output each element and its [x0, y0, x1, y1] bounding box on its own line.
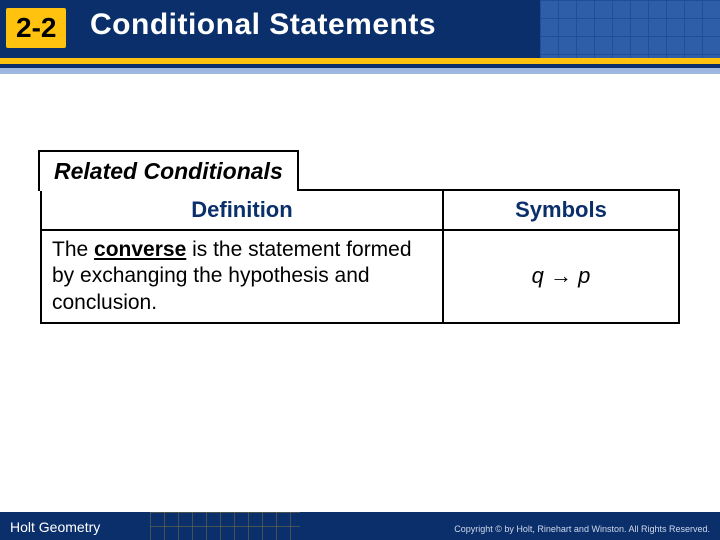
header-grid-pattern — [540, 0, 720, 58]
definition-cell: The converse is the statement formed by … — [41, 230, 443, 323]
definition-keyword: converse — [94, 238, 186, 261]
slide-header: 2-2 Conditional Statements — [0, 0, 720, 58]
header-stripes — [0, 58, 720, 74]
footer-brand: Holt Geometry — [10, 519, 100, 535]
slide-title: Conditional Statements — [90, 8, 436, 42]
col-header-definition: Definition — [41, 190, 443, 230]
table-row: The converse is the statement formed by … — [41, 230, 679, 323]
definition-text: The converse is the statement formed by … — [52, 237, 432, 316]
symbols-cell: q → p — [443, 230, 679, 323]
box-title: Related Conditionals — [38, 150, 299, 191]
slide-footer: Holt Geometry Copyright © by Holt, Rineh… — [0, 512, 720, 540]
section-number-badge: 2-2 — [6, 8, 66, 48]
stripe-lightblue — [0, 68, 720, 74]
definitions-table: Definition Symbols The converse is the s… — [40, 189, 680, 324]
footer-copyright: Copyright © by Holt, Rinehart and Winsto… — [454, 524, 710, 534]
col-header-symbols: Symbols — [443, 190, 679, 230]
definition-pre: The — [52, 238, 94, 261]
footer-grid-pattern — [150, 512, 300, 540]
content-area: Related Conditionals Definition Symbols … — [40, 150, 680, 324]
table-header-row: Definition Symbols — [41, 190, 679, 230]
